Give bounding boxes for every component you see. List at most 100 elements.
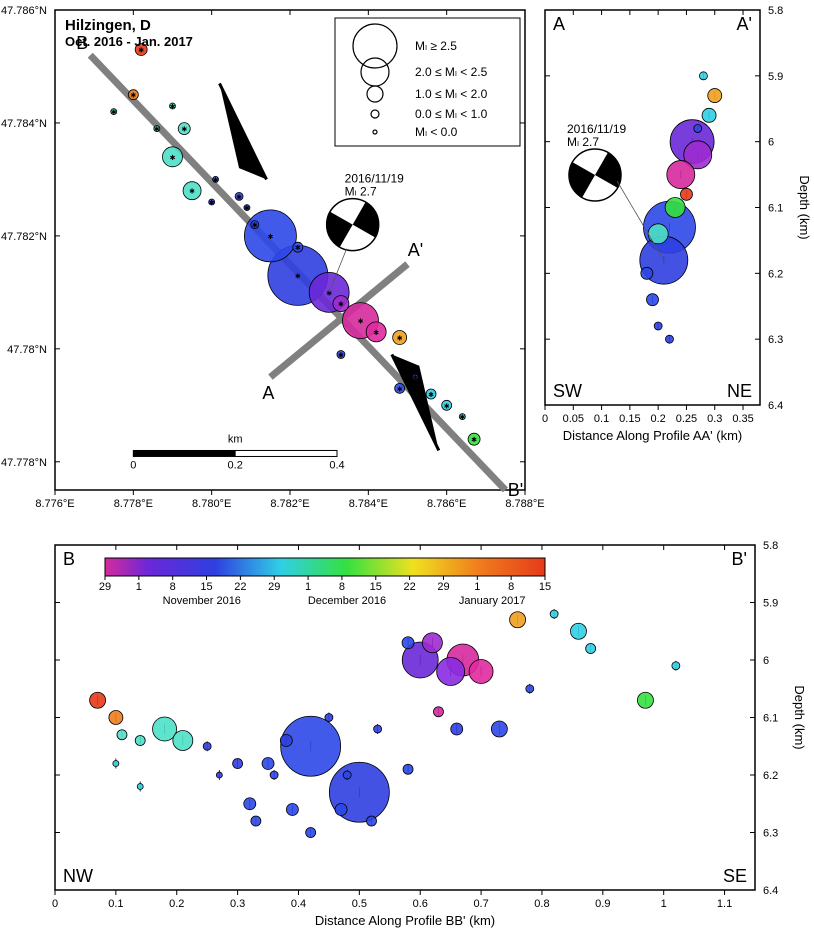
event-marker	[641, 267, 653, 279]
event-marker	[526, 685, 534, 693]
colorbar-tick: 8	[170, 581, 176, 593]
colorbar-tick: 15	[539, 581, 551, 593]
event-star: ✱	[459, 414, 465, 422]
colorbar-tick: 15	[370, 581, 382, 593]
event-marker	[469, 660, 493, 684]
event-marker	[135, 736, 145, 746]
y-tick-label: 6.3	[763, 828, 778, 840]
event-star: ✱	[295, 272, 301, 280]
colorbar-tick: 15	[200, 581, 212, 593]
event-marker	[708, 89, 722, 103]
profile-label: A	[262, 383, 274, 403]
event-marker	[343, 771, 351, 779]
y-tick-label: 6.1	[763, 713, 778, 725]
profile-label: B'	[508, 480, 523, 500]
event-marker	[702, 108, 716, 122]
colorbar-month: November 2016	[163, 595, 241, 607]
colorbar-tick: 29	[437, 581, 449, 593]
event-marker	[325, 714, 333, 722]
event-star: ✱	[428, 391, 434, 399]
x-tick-label: 0.7	[473, 898, 488, 910]
y-tick-label: 47.784°N	[1, 118, 47, 130]
event-marker	[280, 735, 292, 747]
event-star: ✱	[326, 289, 332, 297]
event-marker	[570, 623, 586, 639]
focal-mechanism-icon	[327, 199, 379, 251]
event-star: ✱	[189, 188, 195, 196]
colorbar-month: December 2016	[308, 595, 386, 607]
corner-label: SW	[553, 381, 582, 401]
colorbar-tick: 8	[508, 581, 514, 593]
focal-label: 2016/11/19	[345, 172, 404, 186]
x-tick-label: 0.9	[595, 898, 610, 910]
time-colorbar: 2918152229181522291815November 2016Decem…	[99, 558, 551, 607]
focal-label: Mₗ 2.7	[345, 185, 377, 199]
colorbar-tick: 22	[403, 581, 415, 593]
event-star: ✱	[338, 301, 344, 309]
legend-label: 1.0 ≤ Mₗ < 2.0	[415, 87, 488, 101]
profile-label: A'	[408, 240, 423, 260]
event-marker	[586, 644, 596, 654]
event-star: ✱	[111, 109, 117, 117]
x-tick-label: 0.4	[291, 898, 306, 910]
event-marker	[694, 125, 702, 133]
x-tick-label: 1	[661, 898, 667, 910]
y-tick-label: 6.3	[768, 334, 783, 346]
corner-label: A	[553, 14, 565, 34]
x-tick-label: 8.780°E	[192, 498, 231, 510]
event-marker	[109, 711, 123, 725]
event-star: ✱	[130, 92, 136, 100]
event-marker	[654, 322, 662, 330]
event-marker	[647, 294, 659, 306]
map-title: Hilzingen, D	[65, 17, 151, 34]
x-tick-label: 0	[52, 898, 58, 910]
event-star: ✱	[170, 154, 176, 162]
event-marker	[173, 731, 193, 751]
focal-mechanism-icon	[569, 149, 621, 201]
x-tick-label: 0.2	[169, 898, 184, 910]
event-marker	[367, 816, 377, 826]
x-tick-label: 8.776°E	[35, 498, 74, 510]
event-star: ✱	[252, 222, 258, 230]
corner-label: SE	[723, 866, 747, 886]
event-star: ✱	[209, 199, 215, 207]
y-tick-label: 6.4	[768, 400, 783, 412]
legend-label: Mₗ ≥ 2.5	[415, 39, 457, 53]
x-tick-label: 0.1	[594, 413, 609, 425]
colorbar-tick: 1	[474, 581, 480, 593]
focal-label: 2016/11/19	[567, 122, 626, 136]
event-star: ✱	[412, 374, 418, 382]
y-tick-label: 5.8	[763, 540, 778, 552]
event-star: ✱	[471, 436, 477, 444]
event-marker	[286, 804, 298, 816]
scalebar-label: km	[228, 433, 243, 445]
event-star: ✱	[397, 385, 403, 393]
event-marker	[117, 730, 127, 740]
event-marker	[422, 633, 442, 653]
event-star: ✱	[373, 329, 379, 337]
event-star: ✱	[244, 205, 250, 213]
event-marker	[90, 692, 106, 708]
x-tick-label: 0.5	[352, 898, 367, 910]
x-axis-label: Distance Along Profile AA' (km)	[563, 428, 743, 443]
y-tick-label: 6.2	[763, 770, 778, 782]
event-marker	[270, 771, 278, 779]
event-marker	[437, 658, 465, 686]
event-marker	[335, 804, 347, 816]
event-star: ✱	[181, 126, 187, 134]
scalebar-tick: 0.4	[329, 459, 344, 471]
x-tick-label: 0.05	[563, 413, 584, 425]
x-tick-label: 8.778°E	[114, 498, 153, 510]
corner-label: A'	[737, 14, 752, 34]
event-star: ✱	[444, 402, 450, 410]
event-marker	[637, 692, 653, 708]
x-tick-label: 0.35	[732, 413, 753, 425]
x-tick-label: 0.8	[534, 898, 549, 910]
event-star: ✱	[358, 318, 364, 326]
event-marker	[216, 772, 222, 778]
x-tick-label: 8.786°E	[427, 498, 466, 510]
event-marker	[699, 72, 707, 80]
event-star: ✱	[397, 335, 403, 343]
x-tick-label: 0.15	[619, 413, 640, 425]
y-tick-label: 47.78°N	[7, 344, 47, 356]
